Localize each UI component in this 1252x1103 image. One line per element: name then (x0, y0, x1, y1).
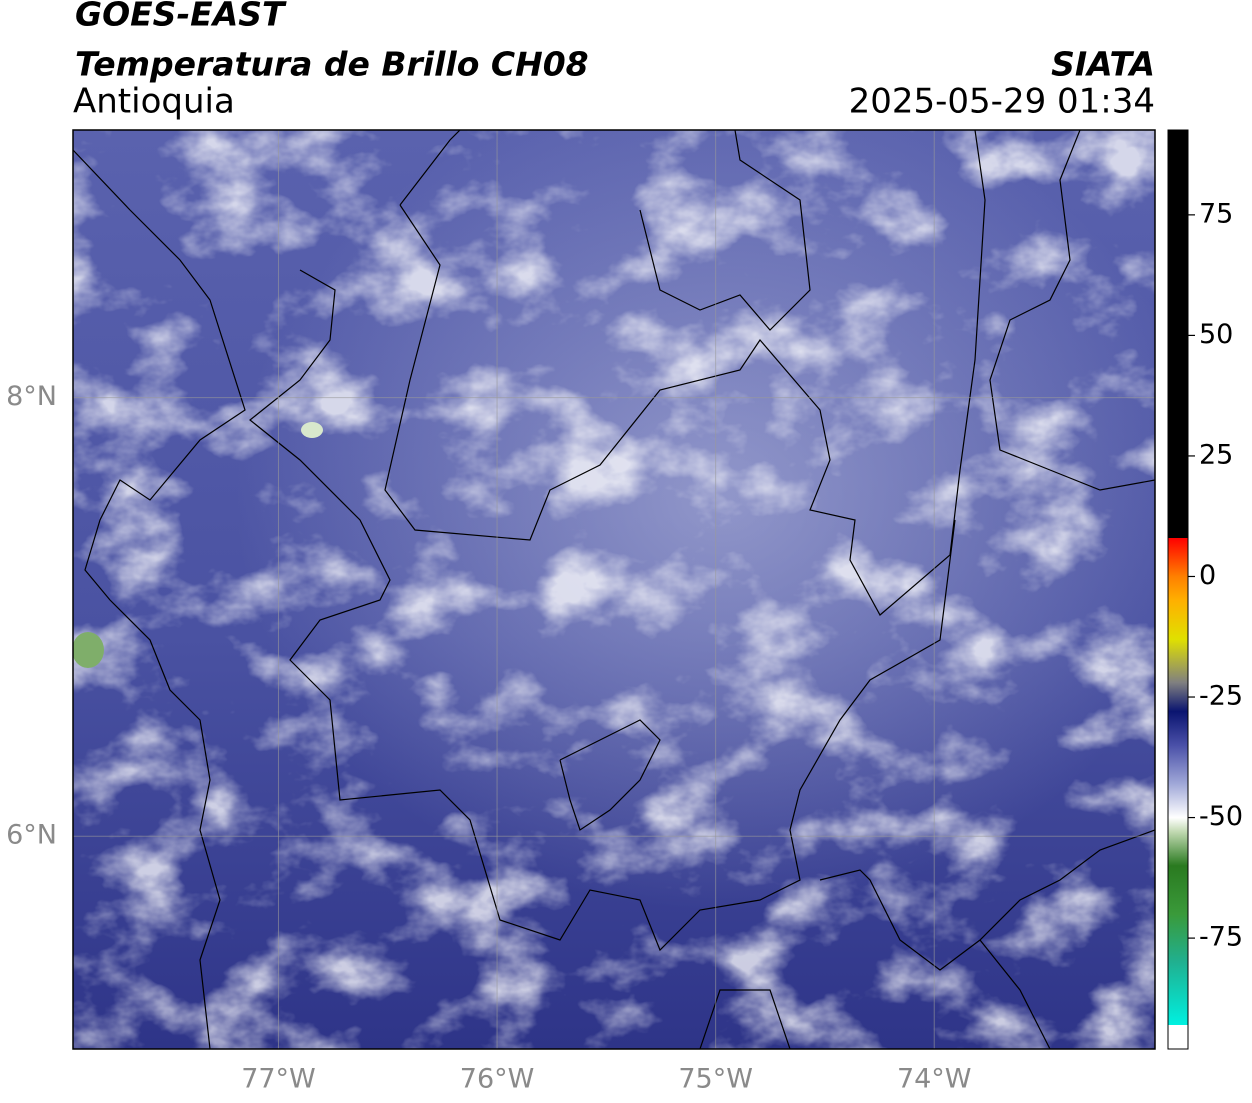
y-tick-label: 8°N (6, 381, 57, 412)
x-tick-label: 77°W (241, 1064, 316, 1095)
colorbar-tick-label: 0 (1199, 560, 1216, 591)
colorbar-tick-label: -25 (1199, 681, 1243, 712)
source: SIATA (1051, 45, 1155, 84)
colorbar-tick-label: 50 (1199, 319, 1233, 350)
grid (73, 130, 1155, 1049)
colorbar-tick-label: -75 (1199, 922, 1243, 953)
x-tick-label: 74°W (897, 1064, 972, 1095)
colorbar (1167, 129, 1189, 1050)
borders (73, 130, 1155, 1049)
x-tick-label: 76°W (460, 1064, 535, 1095)
colorbar-tick-label: 75 (1199, 198, 1233, 229)
subtitle: Temperatura de Brillo CH08 (75, 45, 589, 84)
colorbar-tick-label: 25 (1199, 439, 1233, 470)
cloud-texture (73, 130, 1155, 1049)
title: GOES-EAST (75, 0, 287, 34)
map-frame (72, 129, 1156, 1050)
cold-cloud (73, 632, 104, 668)
x-tick-label: 75°W (678, 1064, 753, 1095)
timestamp: 2025-05-29 01:34 (849, 82, 1155, 122)
y-tick-label: 6°N (6, 820, 57, 851)
map-image (73, 130, 1155, 1049)
cold-cloud (301, 422, 323, 438)
region: Antioquia (73, 82, 235, 122)
colorbar-tick-label: -50 (1199, 801, 1243, 832)
